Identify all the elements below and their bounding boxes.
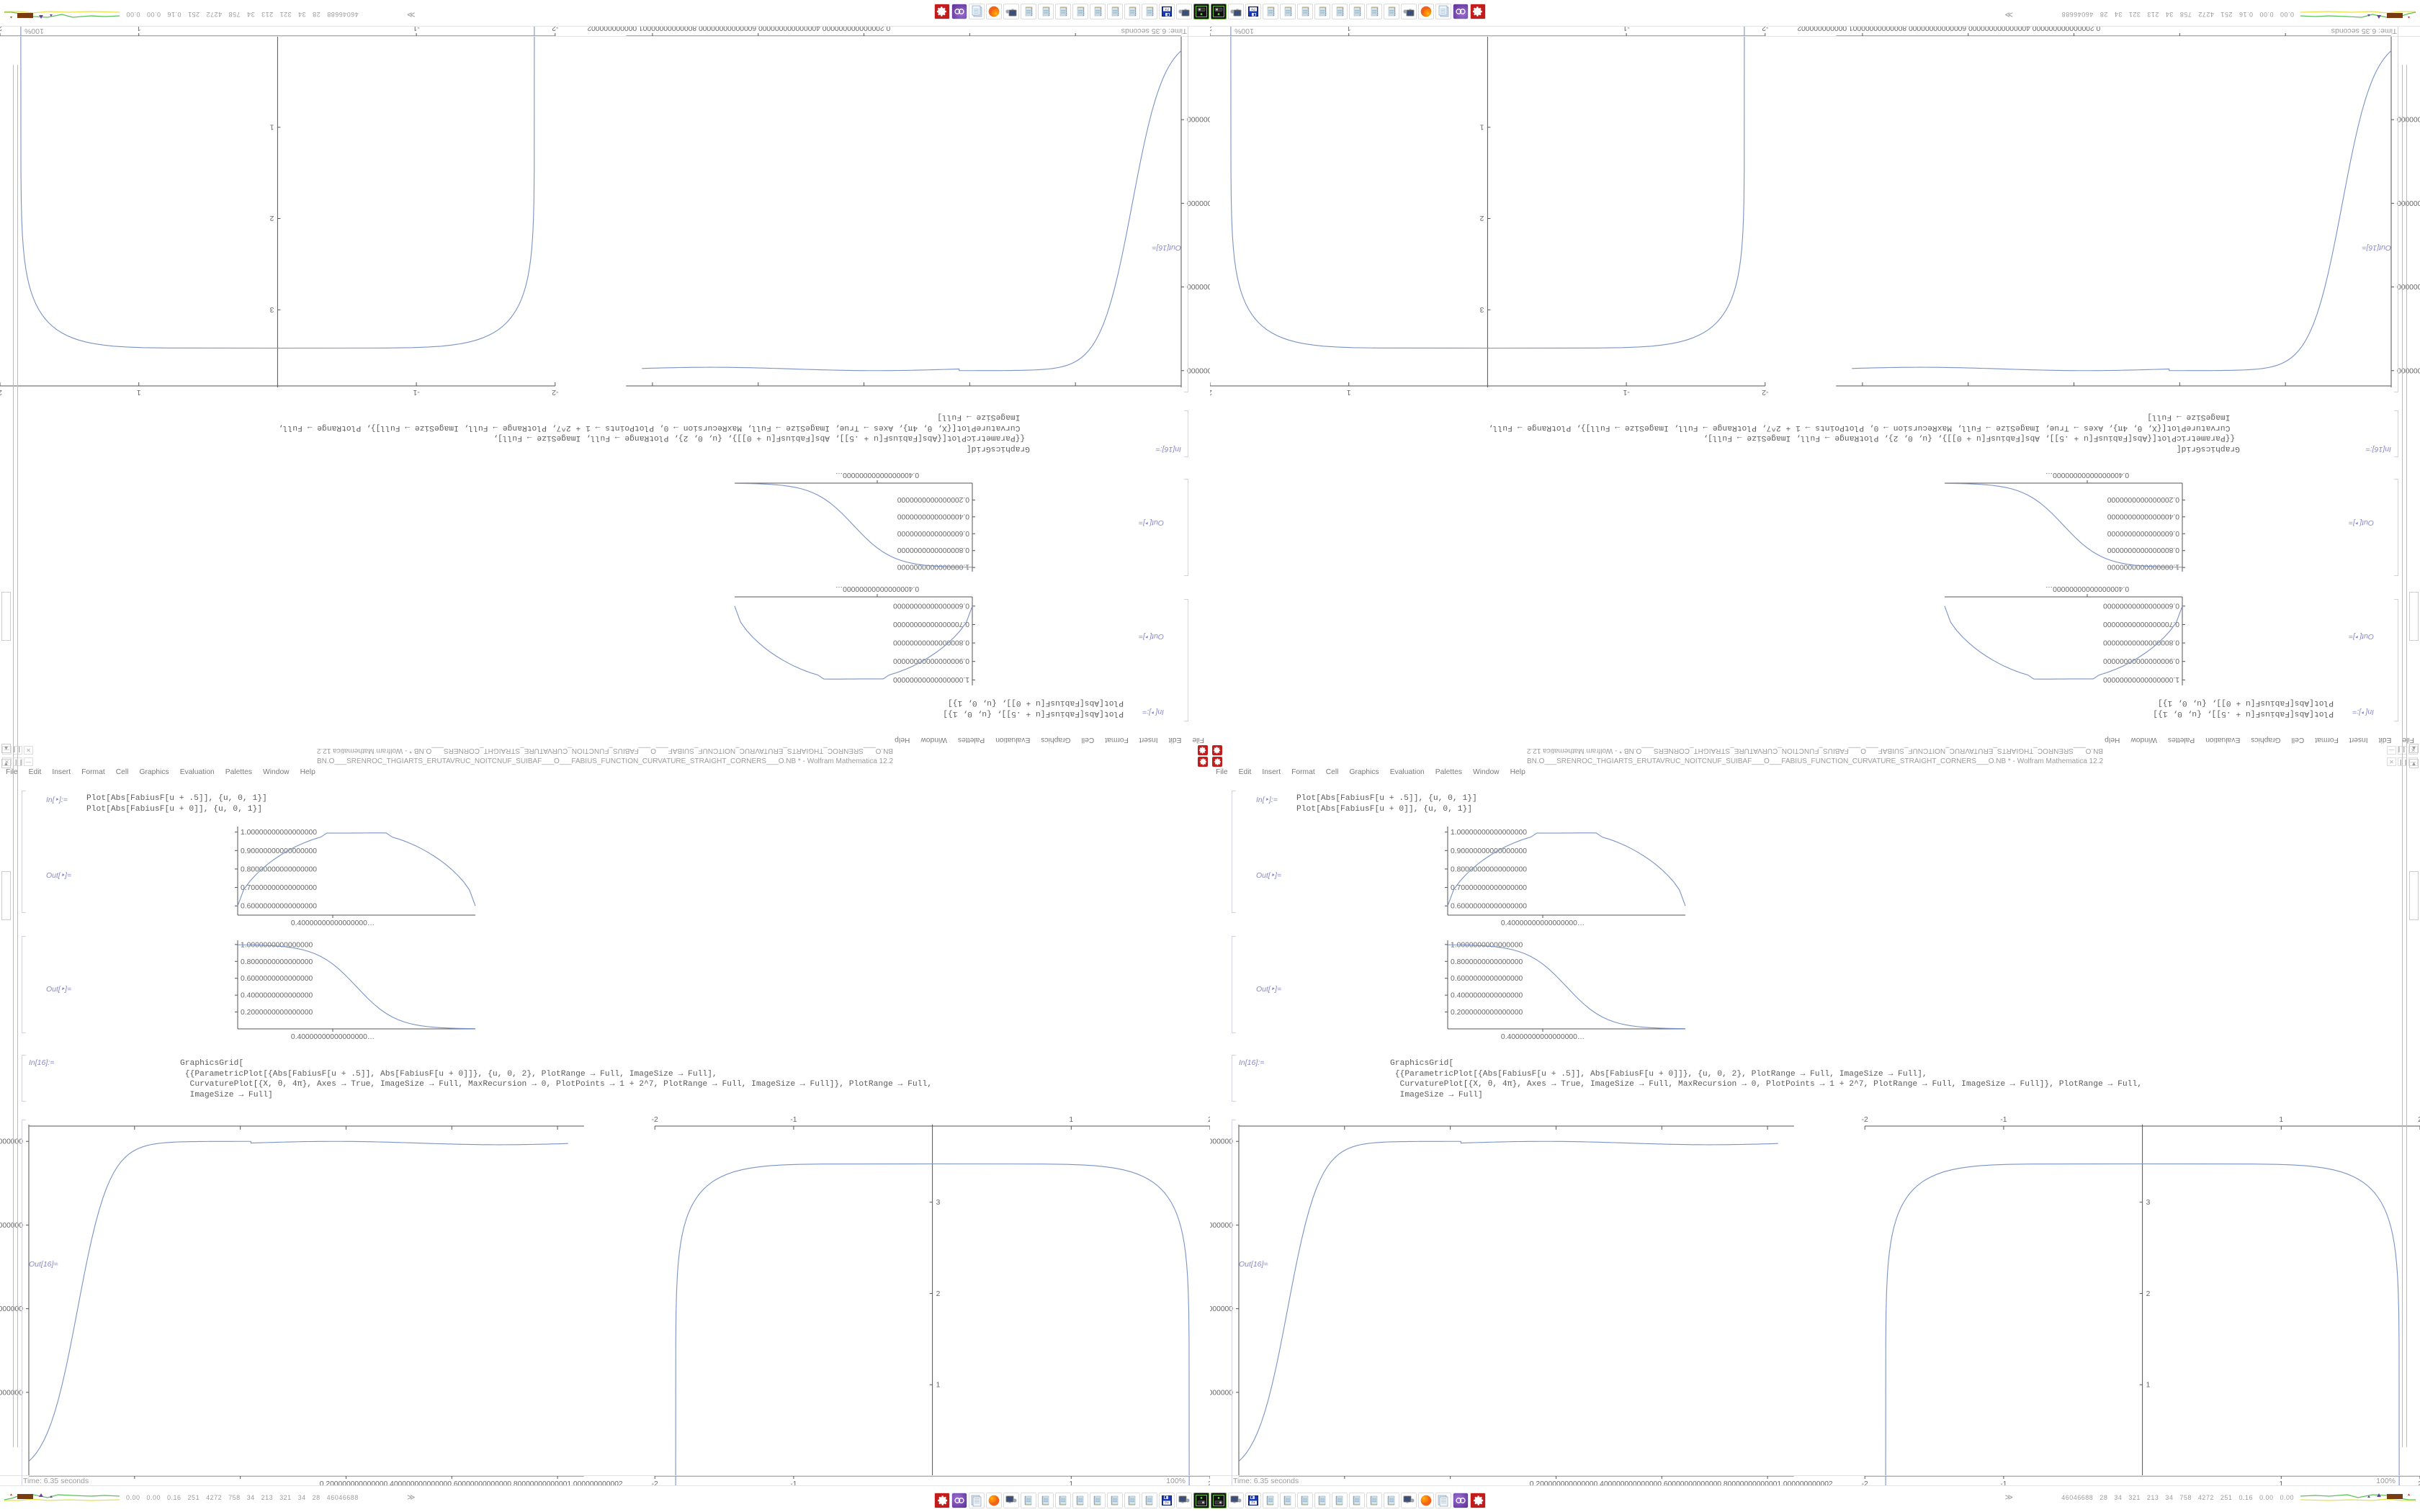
svg-text:0.70000000000000000: 0.70000000000000000 <box>2103 620 2179 628</box>
svg-text:0.90000000000000000: 0.90000000000000000 <box>1451 847 1527 855</box>
svg-text:1: 1 <box>137 388 141 396</box>
svg-text:0.80000000000000000: 0.80000000000000000 <box>2103 639 2179 647</box>
svg-text:0.60000000000000000: 0.60000000000000000 <box>2103 601 2179 609</box>
svg-text:0.40000000000000000…​: 0.40000000000000000…​ <box>835 471 919 479</box>
svg-text:P4: P4 <box>1251 1501 1255 1505</box>
svg-text:0.3000000000000000: 0.3000000000000000 <box>1187 115 1210 123</box>
svg-text:0.5000000000000000: 0.5000000000000000 <box>1187 199 1210 207</box>
svg-text:0.4000000000000000: 0.4000000000000000 <box>897 512 969 520</box>
svg-text:0.4000000000000000: 0.4000000000000000 <box>241 992 313 1000</box>
svg-text:-1: -1 <box>1623 388 1629 396</box>
svg-text:-2: -2 <box>552 388 558 396</box>
svg-text:1: 1 <box>1479 122 1484 130</box>
svg-text:0.5000000000000000: 0.5000000000000000 <box>1210 1305 1233 1313</box>
svg-text:0.8000000000000000: 0.8000000000000000 <box>2107 546 2179 554</box>
svg-text:0.40000000000000000…​: 0.40000000000000000…​ <box>2045 585 2129 593</box>
svg-text:2: 2 <box>2146 1290 2151 1298</box>
svg-text:1: 1 <box>269 122 274 130</box>
svg-text:0.40000000000000000…​: 0.40000000000000000…​ <box>835 585 919 593</box>
svg-text:0.3000000000000000: 0.3000000000000000 <box>1210 1389 1233 1397</box>
svg-text:3: 3 <box>936 1199 941 1207</box>
svg-text:3: 3 <box>2146 1199 2151 1207</box>
svg-text:1.00000000000000000: 1.00000000000000000 <box>1451 829 1527 837</box>
svg-text:0.6000000000000000: 0.6000000000000000 <box>2107 529 2179 537</box>
svg-text:P4: P4 <box>1165 7 1169 11</box>
svg-text:0.5000000000000000: 0.5000000000000000 <box>0 1305 23 1313</box>
svg-text:3: 3 <box>1479 305 1484 313</box>
svg-text:2: 2 <box>269 214 274 222</box>
svg-text:-1: -1 <box>413 388 419 396</box>
svg-text:0.3000000000000000: 0.3000000000000000 <box>2397 115 2420 123</box>
svg-text:-2: -2 <box>1862 1116 1868 1124</box>
svg-text:0.8000000000000000: 0.8000000000000000 <box>897 546 969 554</box>
svg-text:0.40000000000000000…​: 0.40000000000000000…​ <box>291 919 375 927</box>
svg-text:0.40000000000000000…​: 0.40000000000000000…​ <box>2045 471 2129 479</box>
svg-text:0.8000000000000000: 0.8000000000000000 <box>1451 958 1523 966</box>
svg-text:0.90000000000000000: 0.90000000000000000 <box>241 847 317 855</box>
svg-text:0.70000000000000000: 0.70000000000000000 <box>893 620 969 628</box>
svg-text:-1: -1 <box>790 1116 797 1124</box>
svg-text:0.70000000000000000: 0.70000000000000000 <box>241 884 317 892</box>
svg-text:1: 1 <box>2146 1382 2151 1390</box>
svg-text:3: 3 <box>269 305 274 313</box>
svg-text:0.80000000000000000: 0.80000000000000000 <box>893 639 969 647</box>
svg-text:0.8000000000000000: 0.8000000000000000 <box>0 1222 23 1230</box>
svg-text:0.40000000000000000…​: 0.40000000000000000…​ <box>1501 919 1585 927</box>
svg-text:0.5000000000000000: 0.5000000000000000 <box>2397 199 2420 207</box>
svg-text:0.80000000000000000: 0.80000000000000000 <box>241 865 317 873</box>
svg-text:0.90000000000000000: 0.90000000000000000 <box>2103 657 2179 665</box>
svg-text:1.00000000000000000: 1.00000000000000000 <box>893 675 969 683</box>
svg-text:0.10000000000000000: 0.10000000000000000 <box>1210 1138 1233 1146</box>
svg-text:0.10000000000000000: 0.10000000000000000 <box>1187 366 1210 374</box>
svg-text:0.40000000000000000…​: 0.40000000000000000…​ <box>1501 1033 1585 1041</box>
svg-text:2: 2 <box>936 1290 941 1298</box>
svg-text:0.2000000000000000: 0.2000000000000000 <box>241 1009 313 1017</box>
svg-text:0.2000000000000000: 0.2000000000000000 <box>2107 495 2179 503</box>
svg-text:0.6000000000000000: 0.6000000000000000 <box>1451 975 1523 983</box>
svg-text:2: 2 <box>1210 388 1212 396</box>
svg-text:2: 2 <box>1479 214 1484 222</box>
svg-text:0.2000000000000000: 0.2000000000000000 <box>897 495 969 503</box>
svg-text:1.00000000000000000: 1.00000000000000000 <box>241 829 317 837</box>
svg-text:1: 1 <box>936 1382 941 1390</box>
svg-text:1.00000000000000000: 1.00000000000000000 <box>2103 675 2179 683</box>
svg-text:0.8000000000000000: 0.8000000000000000 <box>1210 1222 1233 1230</box>
svg-text:0.8000000000000000: 0.8000000000000000 <box>2397 282 2420 290</box>
svg-text:0.4000000000000000: 0.4000000000000000 <box>1451 992 1523 1000</box>
svg-text:0.2000000000000000: 0.2000000000000000 <box>1451 1009 1523 1017</box>
svg-text:0.60000000000000000: 0.60000000000000000 <box>1451 903 1527 911</box>
svg-text:0.10000000000000000: 0.10000000000000000 <box>2397 366 2420 374</box>
svg-text:0.6000000000000000: 0.6000000000000000 <box>897 529 969 537</box>
svg-text:2: 2 <box>0 388 2 396</box>
svg-text:0.70000000000000000: 0.70000000000000000 <box>1451 884 1527 892</box>
svg-text:-2: -2 <box>652 1116 658 1124</box>
svg-text:0.3000000000000000: 0.3000000000000000 <box>0 1389 23 1397</box>
svg-text:0.4000000000000000: 0.4000000000000000 <box>2107 512 2179 520</box>
svg-text:0.8000000000000000: 0.8000000000000000 <box>1187 282 1210 290</box>
svg-text:0.90000000000000000: 0.90000000000000000 <box>893 657 969 665</box>
svg-text:P4: P4 <box>1165 1501 1169 1505</box>
svg-text:0.60000000000000000: 0.60000000000000000 <box>241 903 317 911</box>
svg-text:1: 1 <box>1347 388 1351 396</box>
svg-text:-1: -1 <box>2000 1116 2007 1124</box>
svg-text:0.80000000000000000: 0.80000000000000000 <box>1451 865 1527 873</box>
svg-text:0.60000000000000000: 0.60000000000000000 <box>893 601 969 609</box>
svg-text:0.8000000000000000: 0.8000000000000000 <box>241 958 313 966</box>
svg-text:0.10000000000000000: 0.10000000000000000 <box>0 1138 23 1146</box>
svg-text:-2: -2 <box>1762 388 1768 396</box>
svg-text:1: 1 <box>2279 1116 2283 1124</box>
svg-text:1: 1 <box>1069 1116 1073 1124</box>
svg-text:P4: P4 <box>1251 7 1255 11</box>
svg-text:0.40000000000000000…​: 0.40000000000000000…​ <box>291 1033 375 1041</box>
svg-text:0.6000000000000000: 0.6000000000000000 <box>241 975 313 983</box>
